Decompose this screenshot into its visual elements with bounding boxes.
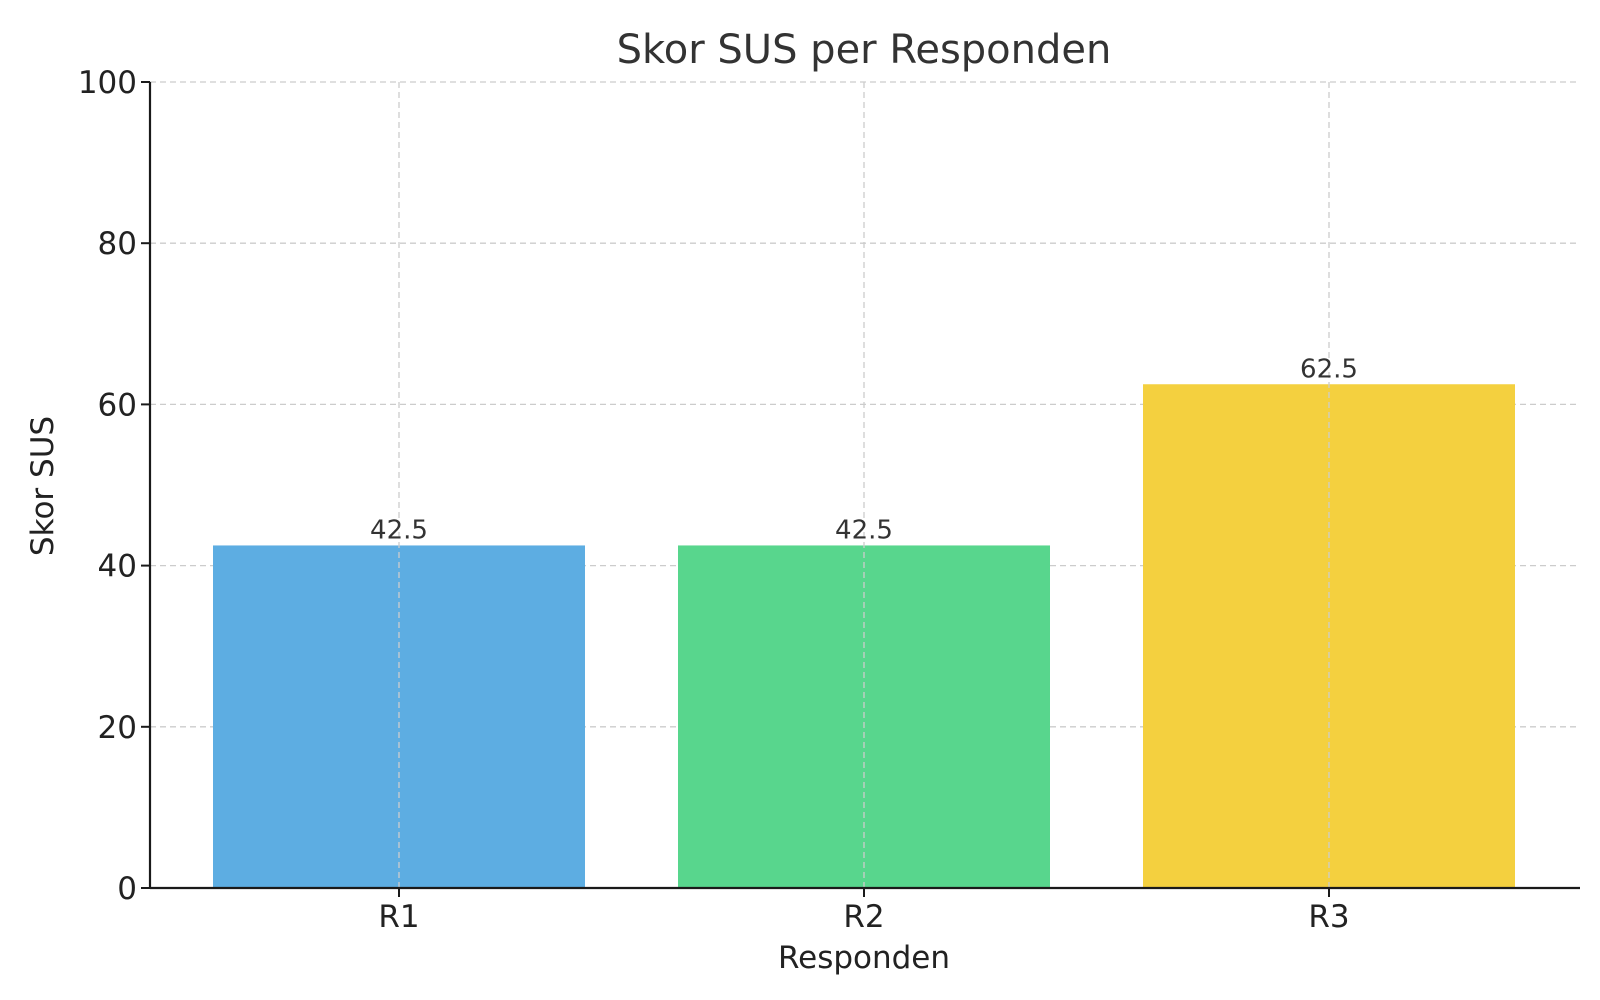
- data-label-r3: 62.5: [1300, 354, 1358, 384]
- x-tick-label-r2: R2: [843, 899, 884, 935]
- y-ticks: 0 20 40 60 80 100: [78, 65, 150, 907]
- x-axis-label: Responden: [778, 940, 950, 976]
- y-tick-label: 40: [98, 549, 137, 585]
- x-ticks: R1 R2 R3: [378, 888, 1350, 935]
- y-tick-label: 20: [98, 710, 137, 746]
- data-labels: 42.5 42.5 62.5: [370, 354, 1358, 545]
- chart-title: Skor SUS per Responden: [617, 27, 1112, 73]
- data-label-r2: 42.5: [835, 515, 893, 545]
- x-tick-label-r3: R3: [1308, 899, 1349, 935]
- y-tick-label: 100: [78, 65, 137, 101]
- y-tick-label: 80: [98, 226, 137, 262]
- x-tick-label-r1: R1: [378, 899, 419, 935]
- vertical-grid: [398, 82, 1330, 888]
- y-axis-label: Skor SUS: [25, 416, 61, 556]
- y-tick-label: 0: [117, 871, 137, 907]
- data-label-r1: 42.5: [370, 515, 428, 545]
- y-tick-label: 60: [98, 387, 137, 423]
